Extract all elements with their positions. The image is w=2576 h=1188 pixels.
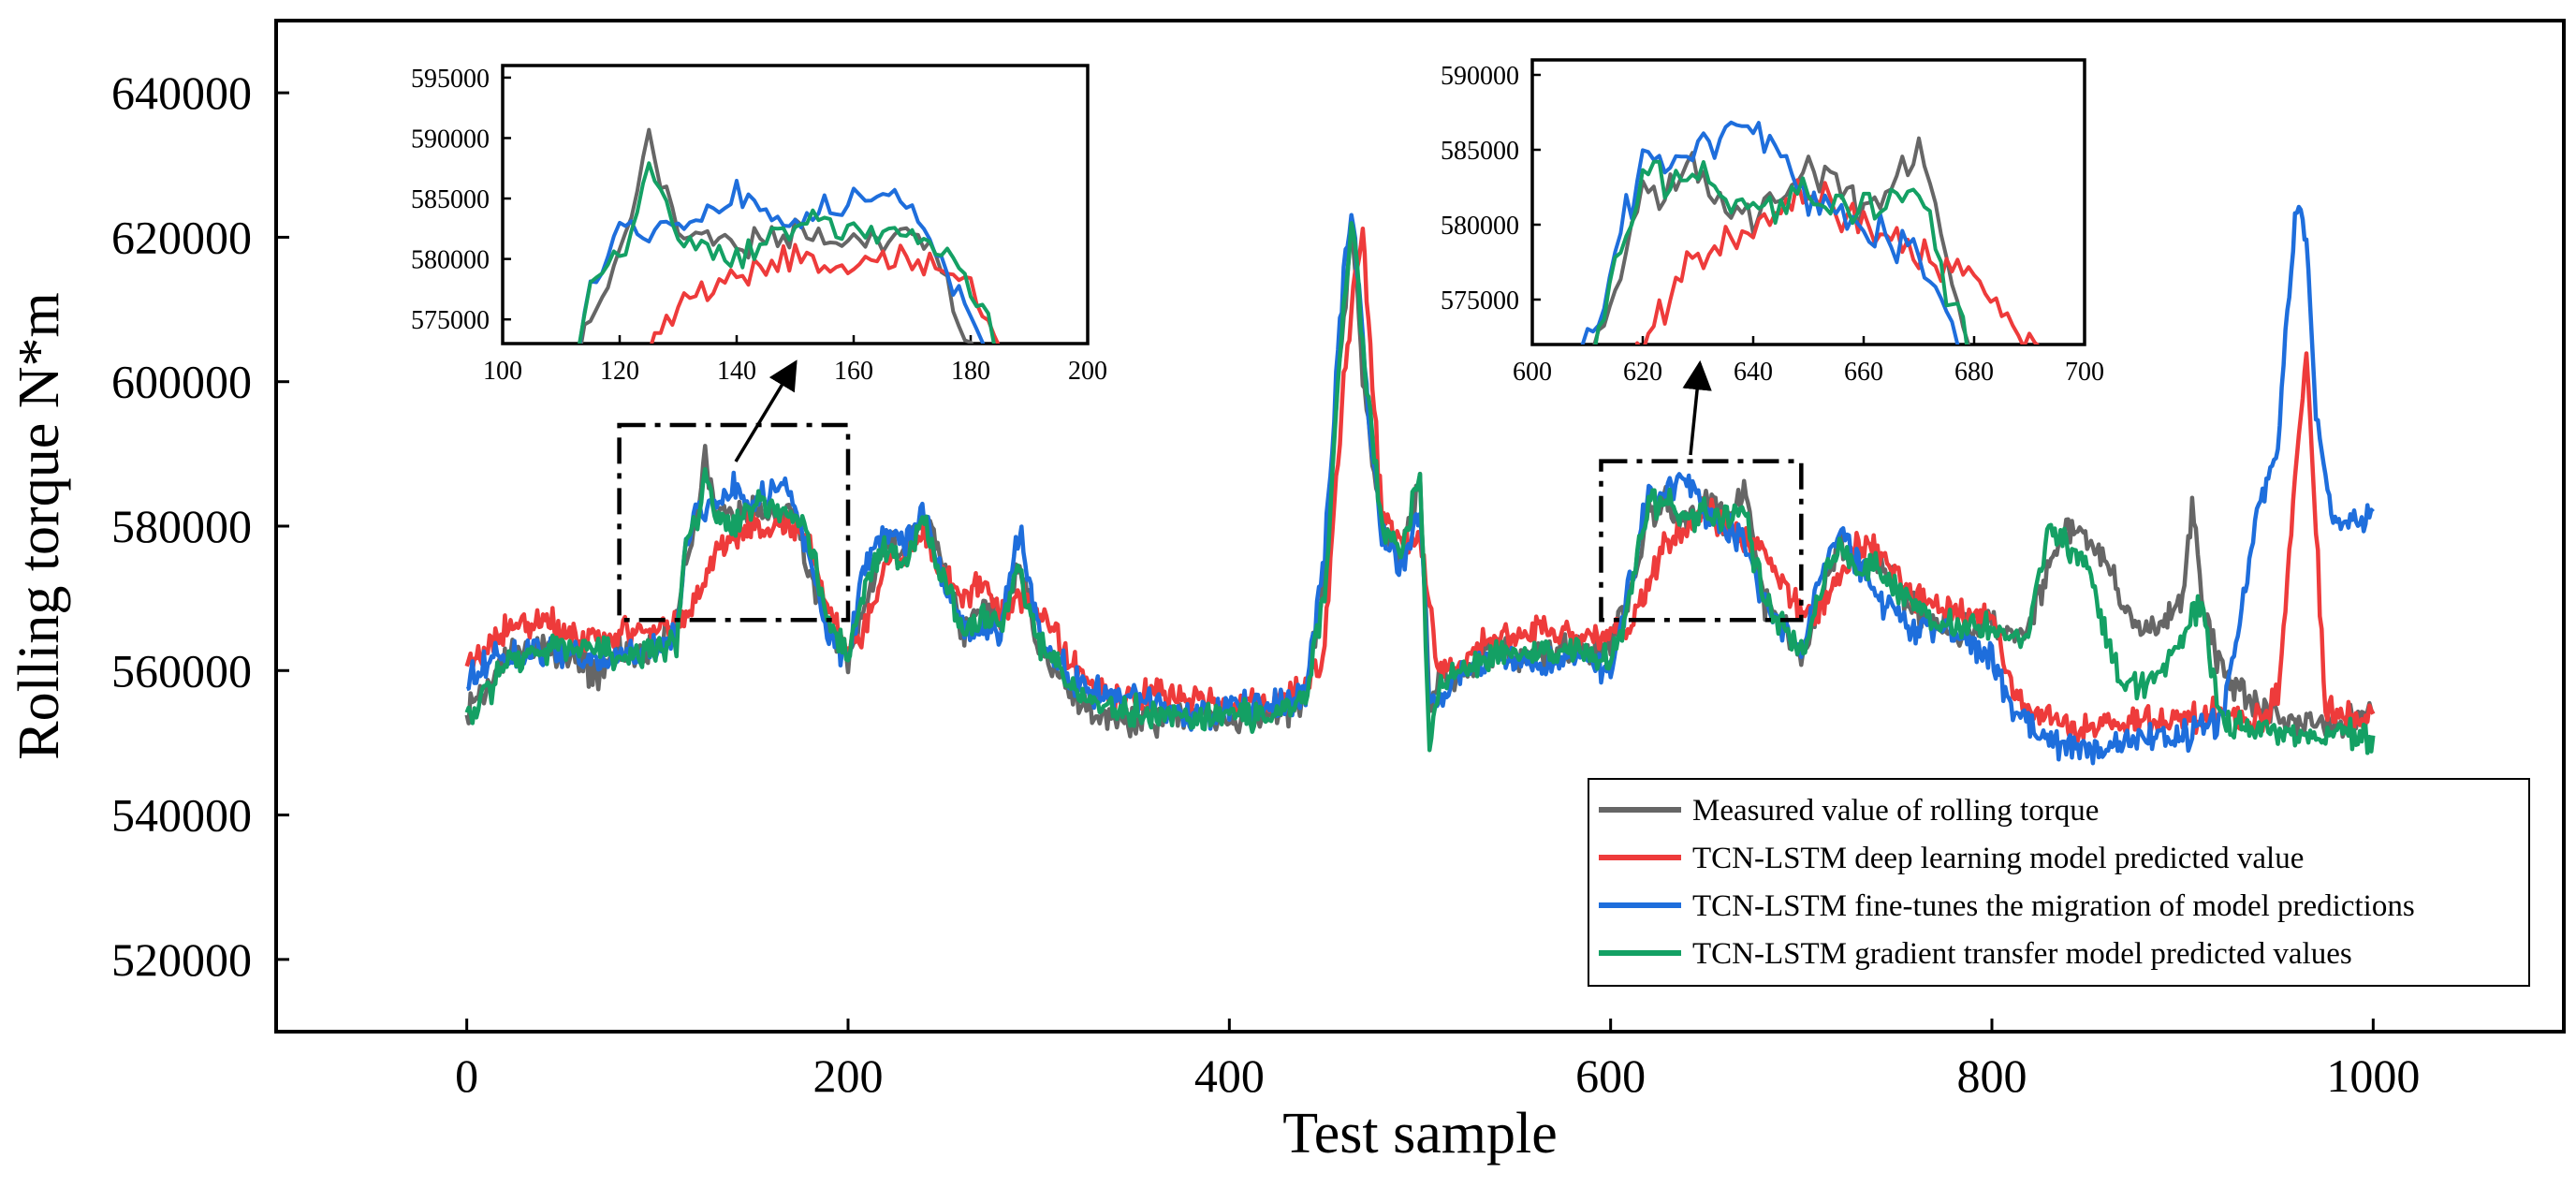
inset-right-x-tick-label: 640: [1734, 358, 1773, 387]
inset-right-x-tick-label: 660: [1844, 358, 1883, 387]
inset-right-x-tick-label: 620: [1623, 358, 1662, 387]
inset-left-y-tick-label: 580000: [411, 246, 490, 275]
inset-ticks-right: 600 620 640 660 680 700 575000 580000 585000 5900…: [1441, 62, 2104, 387]
main-series-tcn-lstm-gradient-transfer-model-predicted-values: [464, 221, 2376, 755]
legend: Measured value of rolling torque TCN-LST…: [1588, 778, 2530, 987]
y-tick-label: 520000: [111, 933, 252, 986]
inset-right-y-tick-label: 575000: [1441, 286, 1519, 315]
inset-left-y-tick-label: 595000: [411, 65, 490, 94]
inset-left-y-tick-label: 585000: [411, 185, 490, 214]
inset-ticks-left: 100 120 140 160 180 200 575000 580000 585000 5900…: [411, 65, 1107, 386]
inset-left-series-tcn-lstm-gradient-transfer-model-predicted-values: [578, 161, 996, 344]
x-tick-label: 600: [1575, 1049, 1646, 1102]
legend-label-measured: Measured value of rolling torque: [1692, 794, 2099, 828]
inset-right-y-tick-label: 585000: [1441, 137, 1519, 166]
x-axis-title: Test sample: [1282, 1102, 1558, 1166]
inset-left-x-tick-label: 200: [1068, 357, 1107, 386]
inset-left-series-measured-value-of-rolling-torque: [579, 127, 974, 344]
y-tick-label: 600000: [111, 356, 252, 408]
zoom-arrow-right: [1682, 359, 1712, 456]
x-tick-label: 0: [455, 1049, 478, 1102]
inset-right-series-tcn-lstm-deep-learning-model-predicted-value: [1634, 178, 2041, 345]
zoom-arrow-left: [734, 359, 798, 462]
inset-right-y-tick-label: 590000: [1441, 62, 1519, 91]
x-tick-label: 400: [1194, 1049, 1265, 1102]
inset-left-x-tick-label: 160: [834, 357, 873, 386]
inset-left-x-tick-label: 100: [483, 357, 522, 386]
zoom-box-left: [617, 422, 851, 623]
main-series-group: [464, 204, 2376, 766]
main-axes-ticks: 0 200 400 600 800 1000 520000 540000 560000 58000…: [111, 66, 2420, 1102]
inset-right-series-tcn-lstm-gradient-transfer-model-predicted-values: [1593, 159, 1969, 345]
y-tick-label: 560000: [111, 644, 252, 697]
inset-left-y-tick-label: 575000: [411, 306, 490, 335]
inset-left-x-tick-label: 180: [951, 357, 990, 386]
inset-left-x-tick-label: 120: [600, 357, 639, 386]
inset-series-right: [1580, 120, 2041, 345]
legend-label-fine-tune: TCN-LSTM fine-tunes the migration of mod…: [1692, 889, 2415, 923]
inset-right-series-measured-value-of-rolling-torque: [1592, 136, 1971, 345]
legend-label-gradient-transfer: TCN-LSTM gradient transfer model predict…: [1692, 937, 2352, 971]
inset-series-left: [578, 127, 1001, 344]
x-tick-label: 800: [1957, 1049, 2027, 1102]
x-tick-label: 200: [813, 1049, 884, 1102]
inset-left-x-tick-label: 140: [717, 357, 756, 386]
y-axis-title: Rolling torque N*m: [7, 292, 71, 759]
inset-right-x-tick-label: 600: [1513, 358, 1552, 387]
inset-right-x-tick-label: 680: [1954, 358, 1994, 387]
y-tick-label: 540000: [111, 789, 252, 842]
inset-right-series-tcn-lstm-fine-tunes-the-migration-of-model-predictions: [1580, 120, 1960, 345]
inset-left-series-tcn-lstm-deep-learning-model-predicted-value: [650, 242, 1001, 344]
zoom-boxes: [617, 422, 1804, 623]
inset-left-series-tcn-lstm-fine-tunes-the-migration-of-model-predictions: [578, 179, 986, 344]
inset-right-x-tick-label: 700: [2065, 358, 2104, 387]
y-tick-label: 580000: [111, 500, 252, 552]
inset-frame-left: [501, 64, 1090, 345]
legend-label-deep-learning: TCN-LSTM deep learning model predicted v…: [1692, 842, 2304, 875]
inset-left-y-tick-label: 590000: [411, 125, 490, 154]
legend-frame: [1588, 778, 2530, 987]
zoom-box-right: [1599, 459, 1804, 623]
y-tick-label: 640000: [111, 66, 252, 119]
inset-frame-right: [1530, 58, 2086, 346]
x-tick-label: 1000: [2326, 1049, 2420, 1102]
y-tick-label: 620000: [111, 211, 252, 263]
inset-right-y-tick-label: 580000: [1441, 212, 1519, 241]
